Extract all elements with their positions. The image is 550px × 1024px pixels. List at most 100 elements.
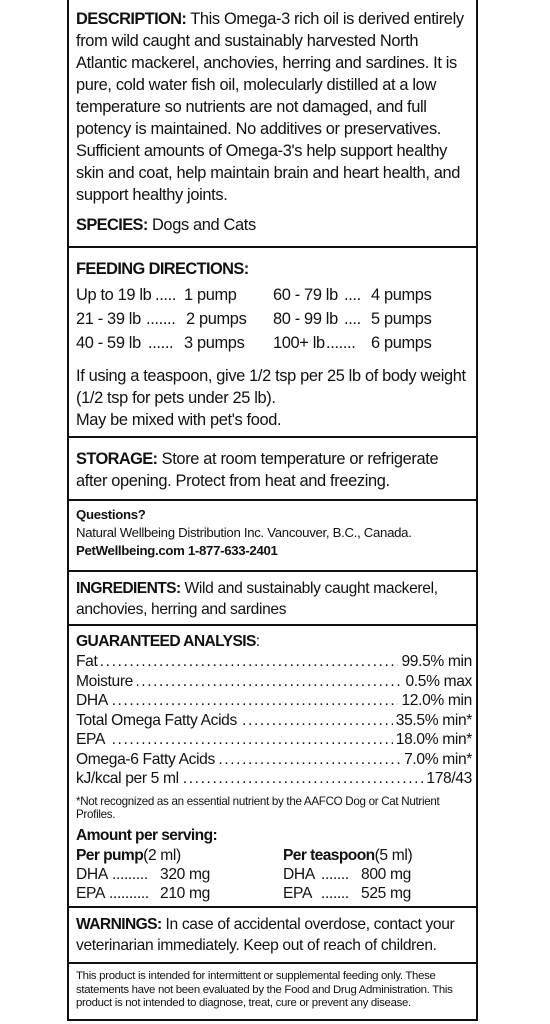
analysis-table: ........................................… <box>76 652 472 789</box>
ingredients-text: Wild and sustainably caught mackerel, an… <box>76 580 438 618</box>
feeding-teaspoon-note: If using a teaspoon, give 1/2 tsp per 25… <box>76 367 466 407</box>
analysis-value: 0.5% max <box>402 671 472 691</box>
feeding-mix-note: May be mixed with pet's food. <box>76 411 282 429</box>
feeding-dots: .... <box>344 286 361 304</box>
company-address: Natural Wellbeing Distribution Inc. Vanc… <box>76 525 412 540</box>
section-divider <box>69 246 476 248</box>
feeding-table: Up to 19 lb ..... 1 pump 60 - 79 lb ....… <box>76 283 472 355</box>
section-divider <box>69 436 476 438</box>
serving-dots: ......... <box>112 865 148 883</box>
analysis-nutrient: kJ/kcal per 5 ml <box>76 769 183 789</box>
feeding-row: 40 - 59 lb ...... 3 pumps 100+ lb ......… <box>76 331 472 355</box>
analysis-value: 12.0% min <box>398 691 472 711</box>
feeding-weight: 80 - 99 lb <box>273 310 338 328</box>
serving-header-row: Per pump (2 ml) Per teaspoon (5 ml) <box>76 846 472 865</box>
serving-dots: ....... <box>321 865 349 883</box>
storage-paragraph: STORAGE: Store at room temperature or re… <box>76 448 472 492</box>
storage-heading: STORAGE: <box>76 450 158 468</box>
dot-leader: ........................................… <box>76 731 472 748</box>
species-heading: SPECIES: <box>76 216 148 234</box>
dot-leader: ........................................… <box>76 672 472 690</box>
serving-value: 525 mg <box>361 884 411 902</box>
analysis-section: GUARANTEED ANALYSIS: ...................… <box>76 632 472 906</box>
feeding-dose: 4 pumps <box>371 286 432 304</box>
feeding-dose: 2 pumps <box>186 310 247 328</box>
description-paragraph: DESCRIPTION: This Omega-3 rich oil is de… <box>76 8 472 206</box>
section-divider <box>69 499 476 501</box>
analysis-nutrient: Moisture <box>76 671 137 691</box>
species-paragraph: SPECIES: Dogs and Cats <box>76 214 472 236</box>
analysis-value: 178/43 <box>423 769 472 789</box>
description-heading: DESCRIPTION: <box>76 10 187 28</box>
feeding-weight: 40 - 59 lb <box>76 334 141 352</box>
feeding-dose: 6 pumps <box>371 334 432 352</box>
storage-text: Store at room temperature or refrigerate… <box>76 450 439 490</box>
serving-dots: .......... <box>109 884 149 902</box>
feeding-section: FEEDING DIRECTIONS: Up to 19 lb ..... 1 … <box>76 258 472 431</box>
serving-row: DHA ......... 320 mg DHA ....... 800 mg <box>76 865 472 884</box>
feeding-dose: 5 pumps <box>371 310 432 328</box>
analysis-row: ........................................… <box>76 710 472 730</box>
section-divider <box>69 570 476 572</box>
serving-heading: Amount per serving: <box>76 826 218 844</box>
species-text: Dogs and Cats <box>151 216 256 234</box>
fda-disclaimer: This product is intended for intermitten… <box>76 970 453 1010</box>
dot-leader: ........................................… <box>76 653 472 670</box>
serving-nutrient: DHA <box>76 865 108 883</box>
analysis-colon: : <box>255 633 260 650</box>
analysis-nutrient: Fat <box>76 652 102 672</box>
analysis-row: ........................................… <box>76 769 472 789</box>
per-pump-heading: Per pump (2 ml) <box>76 846 181 864</box>
analysis-nutrient: DHA <box>76 691 112 711</box>
serving-value: 800 mg <box>361 865 411 883</box>
per-teaspoon-heading: Per teaspoon (5 ml) <box>283 846 413 864</box>
analysis-row: ........................................… <box>76 691 472 711</box>
warnings-paragraph: WARNINGS: In case of accidental overdose… <box>76 914 472 956</box>
feeding-dots: ...... <box>148 334 174 352</box>
serving-table: Per pump (2 ml) Per teaspoon (5 ml) DHA … <box>76 846 472 906</box>
analysis-value: 35.5% min* <box>392 710 472 730</box>
warnings-heading: WARNINGS: <box>76 916 162 933</box>
serving-dots: ....... <box>321 884 349 902</box>
ingredients-section: INGREDIENTS: Wild and sustainably caught… <box>76 578 472 620</box>
feeding-heading: FEEDING DIRECTIONS: <box>76 260 249 278</box>
contact-line: PetWellbeing.com 1-877-633-2401 <box>76 543 278 558</box>
analysis-nutrient: Omega-6 Fatty Acids <box>76 749 219 769</box>
feeding-weight: 21 - 39 lb <box>76 310 141 328</box>
feeding-dots: ....... <box>326 334 356 352</box>
analysis-nutrient: EPA <box>76 730 109 750</box>
analysis-value: 18.0% min* <box>392 730 472 750</box>
serving-nutrient: EPA <box>76 884 105 902</box>
analysis-heading: GUARANTEED ANALYSIS <box>76 633 256 650</box>
warnings-text: In case of accidental overdose, contact … <box>76 916 455 954</box>
analysis-row: ........................................… <box>76 749 472 769</box>
section-divider <box>69 906 476 908</box>
analysis-row: ........................................… <box>76 671 472 691</box>
dot-leader: ........................................… <box>76 692 472 709</box>
analysis-value: 99.5% min <box>398 652 472 672</box>
storage-section: STORAGE: Store at room temperature or re… <box>76 448 472 492</box>
serving-value: 210 mg <box>160 884 210 902</box>
questions-heading: Questions? <box>76 507 146 522</box>
feeding-dose: 1 pump <box>184 286 237 304</box>
feeding-dots: ....... <box>146 310 176 328</box>
feeding-weight: Up to 19 lb <box>76 286 152 304</box>
description-section: DESCRIPTION: This Omega-3 rich oil is de… <box>76 8 472 206</box>
analysis-title: GUARANTEED ANALYSIS: <box>76 632 472 652</box>
description-text: This Omega-3 rich oil is derived entirel… <box>76 10 464 204</box>
serving-row: EPA .......... 210 mg EPA ....... 525 mg <box>76 884 472 903</box>
feeding-weight: 100+ lb <box>273 334 325 352</box>
analysis-footnote: *Not recognized as an essential nutrient… <box>76 794 440 822</box>
analysis-nutrient: Total Omega Fatty Acids <box>76 710 241 730</box>
ingredients-heading: INGREDIENTS: <box>76 580 181 597</box>
feeding-dose: 3 pumps <box>184 334 245 352</box>
feeding-weight: 60 - 79 lb <box>273 286 338 304</box>
feeding-dots: ..... <box>155 286 177 304</box>
serving-value: 320 mg <box>160 865 210 883</box>
ingredients-paragraph: INGREDIENTS: Wild and sustainably caught… <box>76 578 472 620</box>
warnings-section: WARNINGS: In case of accidental overdose… <box>76 914 472 956</box>
section-divider <box>69 962 476 964</box>
section-divider <box>69 624 476 626</box>
feeding-row: 21 - 39 lb ....... 2 pumps 80 - 99 lb ..… <box>76 307 472 331</box>
feeding-dots: .... <box>344 310 361 328</box>
